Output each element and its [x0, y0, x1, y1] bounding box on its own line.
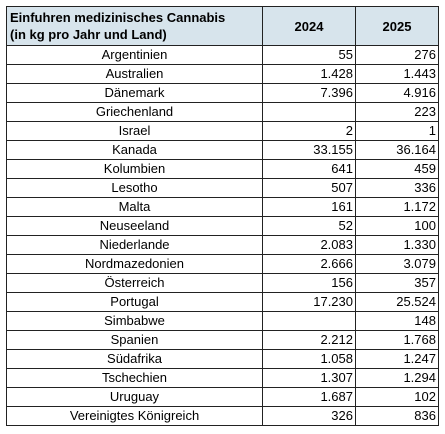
value-2024-cell: 156 — [262, 273, 356, 293]
value-2024-cell — [262, 311, 356, 331]
cannabis-import-table-container: Einfuhren medizinisches Cannabis (in kg … — [6, 6, 439, 426]
value-2025-cell: 276 — [355, 45, 439, 65]
table-row: Simbabwe 148 — [6, 311, 439, 331]
table-title: Einfuhren medizinisches Cannabis (in kg … — [6, 6, 263, 46]
table-row: Spanien 2.212 1.768 — [6, 330, 439, 350]
table-row: Nordmazedonien 2.666 3.079 — [6, 254, 439, 274]
table-header: Einfuhren medizinisches Cannabis (in kg … — [6, 6, 439, 46]
value-2024-cell: 55 — [262, 45, 356, 65]
value-2025-cell: 1.172 — [355, 197, 439, 217]
table-row: Südafrika 1.058 1.247 — [6, 349, 439, 369]
value-2025-cell: 459 — [355, 159, 439, 179]
value-2025-cell: 4.916 — [355, 83, 439, 103]
table-row: Uruguay 1.687 102 — [6, 387, 439, 407]
value-2024-cell: 161 — [262, 197, 356, 217]
value-2024-cell: 1.687 — [262, 387, 356, 407]
table-body: Argentinien 55 276 Australien 1.428 1.443 Däne… — [6, 45, 439, 426]
table-row: Argentinien 55 276 — [6, 45, 439, 65]
value-2025-cell: 25.524 — [355, 292, 439, 312]
country-cell: Dänemark — [6, 83, 263, 103]
table-row: Österreich 156 357 — [6, 273, 439, 293]
value-2024-cell: 17.230 — [262, 292, 356, 312]
value-2024-cell: 52 — [262, 216, 356, 236]
column-header-2025: 2025 — [355, 6, 439, 46]
country-cell: Israel — [6, 121, 263, 141]
value-2025-cell: 100 — [355, 216, 439, 236]
country-cell: Niederlande — [6, 235, 263, 255]
value-2024-cell: 2 — [262, 121, 356, 141]
table-row: Tschechien 1.307 1.294 — [6, 368, 439, 388]
value-2025-cell: 357 — [355, 273, 439, 293]
country-cell: Australien — [6, 64, 263, 84]
table-row: Israel 2 1 — [6, 121, 439, 141]
value-2024-cell: 326 — [262, 406, 356, 426]
value-2024-cell: 1.058 — [262, 349, 356, 369]
table-row: Kanada 33.155 36.164 — [6, 140, 439, 160]
value-2025-cell: 1.443 — [355, 64, 439, 84]
country-cell: Argentinien — [6, 45, 263, 65]
country-cell: Portugal — [6, 292, 263, 312]
country-cell: Malta — [6, 197, 263, 217]
value-2025-cell: 223 — [355, 102, 439, 122]
value-2024-cell: 1.428 — [262, 64, 356, 84]
column-header-2024: 2024 — [262, 6, 356, 46]
country-cell: Vereinigtes Königreich — [6, 406, 263, 426]
table-row: Australien 1.428 1.443 — [6, 64, 439, 84]
value-2024-cell: 33.155 — [262, 140, 356, 160]
country-cell: Neuseeland — [6, 216, 263, 236]
country-cell: Spanien — [6, 330, 263, 350]
country-cell: Nordmazedonien — [6, 254, 263, 274]
country-cell: Kanada — [6, 140, 263, 160]
value-2025-cell: 102 — [355, 387, 439, 407]
value-2025-cell: 1 — [355, 121, 439, 141]
country-cell: Lesotho — [6, 178, 263, 198]
value-2024-cell: 1.307 — [262, 368, 356, 388]
value-2024-cell: 641 — [262, 159, 356, 179]
table-row: Lesotho 507 336 — [6, 178, 439, 198]
value-2024-cell: 2.666 — [262, 254, 356, 274]
value-2025-cell: 836 — [355, 406, 439, 426]
country-cell: Tschechien — [6, 368, 263, 388]
table-row: Griechenland 223 — [6, 102, 439, 122]
value-2024-cell: 507 — [262, 178, 356, 198]
country-cell: Griechenland — [6, 102, 263, 122]
table-row: Niederlande 2.083 1.330 — [6, 235, 439, 255]
country-cell: Simbabwe — [6, 311, 263, 331]
country-cell: Uruguay — [6, 387, 263, 407]
value-2024-cell: 2.083 — [262, 235, 356, 255]
value-2025-cell: 1.294 — [355, 368, 439, 388]
value-2025-cell: 336 — [355, 178, 439, 198]
value-2025-cell: 1.247 — [355, 349, 439, 369]
value-2024-cell — [262, 102, 356, 122]
value-2025-cell: 148 — [355, 311, 439, 331]
table-row: Dänemark 7.396 4.916 — [6, 83, 439, 103]
country-cell: Kolumbien — [6, 159, 263, 179]
header-row: Einfuhren medizinisches Cannabis (in kg … — [6, 6, 439, 46]
table-row: Vereinigtes Königreich 326 836 — [6, 406, 439, 426]
table-row: Kolumbien 641 459 — [6, 159, 439, 179]
country-cell: Südafrika — [6, 349, 263, 369]
cannabis-import-table: Einfuhren medizinisches Cannabis (in kg … — [6, 6, 439, 426]
table-title-line2: (in kg pro Jahr und Land) — [10, 27, 167, 42]
table-title-line1: Einfuhren medizinisches Cannabis — [10, 10, 226, 25]
value-2025-cell: 1.330 — [355, 235, 439, 255]
value-2025-cell: 36.164 — [355, 140, 439, 160]
table-row: Neuseeland 52 100 — [6, 216, 439, 236]
value-2024-cell: 2.212 — [262, 330, 356, 350]
value-2025-cell: 3.079 — [355, 254, 439, 274]
country-cell: Österreich — [6, 273, 263, 293]
table-row: Malta 161 1.172 — [6, 197, 439, 217]
table-row: Portugal 17.230 25.524 — [6, 292, 439, 312]
value-2024-cell: 7.396 — [262, 83, 356, 103]
value-2025-cell: 1.768 — [355, 330, 439, 350]
